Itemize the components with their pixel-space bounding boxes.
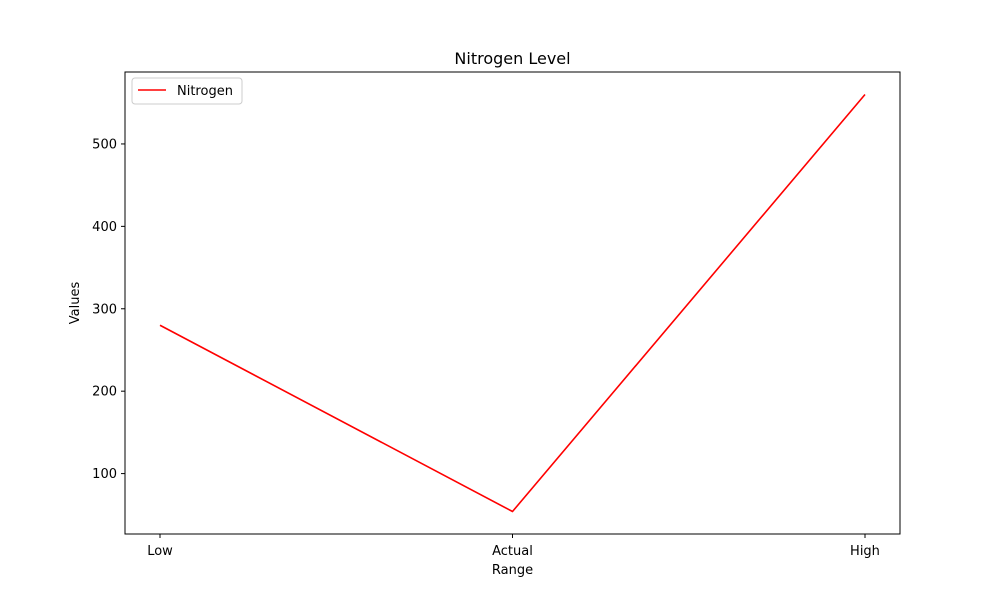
y-axis-label: Values <box>68 282 83 325</box>
y-tick-label: 400 <box>92 220 117 235</box>
y-axis: 100 200 300 400 500 <box>92 137 125 482</box>
x-tick-label: Actual <box>492 544 533 559</box>
chart-title: Nitrogen Level <box>454 49 570 68</box>
x-axis-label: Range <box>492 563 533 578</box>
y-tick-label: 100 <box>92 467 117 482</box>
y-tick-label: 500 <box>92 137 117 152</box>
x-tick-label: High <box>850 544 880 559</box>
legend-label-nitrogen: Nitrogen <box>177 84 233 99</box>
plot-area <box>159 93 866 513</box>
x-axis: Low Actual High <box>147 534 880 559</box>
y-tick-label: 200 <box>92 385 117 400</box>
series-line-nitrogen <box>159 93 866 513</box>
x-tick-label: Low <box>147 544 173 559</box>
legend-box <box>131 77 243 105</box>
legend: Nitrogen <box>131 77 243 105</box>
y-tick-label: 300 <box>92 302 117 317</box>
